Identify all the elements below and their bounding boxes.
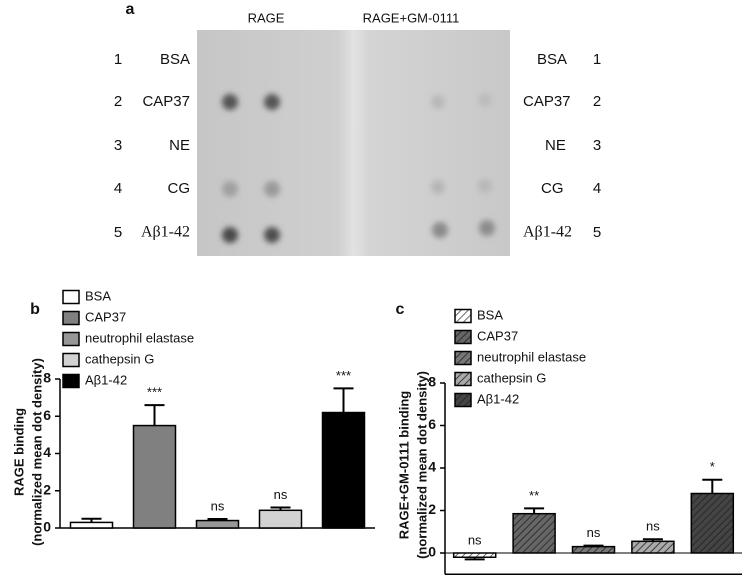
y-tick-label: 0 (43, 519, 51, 535)
y-tick-label: 2 (428, 501, 436, 517)
bar (512, 512, 556, 554)
legend-label: Aβ1-42 (85, 372, 127, 387)
row-number: 1 (114, 51, 122, 68)
column-label: RAGE+GM-0111 (363, 10, 460, 25)
legend-swatch (454, 392, 472, 408)
row-label: NE (545, 137, 566, 154)
row-label: NE (169, 137, 190, 154)
legend-swatch (62, 352, 80, 368)
row-label: BSA (537, 51, 567, 68)
significance-label: ns (646, 519, 660, 534)
legend-label: neutrophil elastase (477, 349, 586, 364)
row-number: 3 (593, 137, 601, 154)
y-tick-label: 4 (43, 444, 51, 460)
significance-label: ns (274, 487, 288, 502)
bar (571, 545, 616, 554)
significance-label: * (710, 459, 715, 474)
legend-swatch (454, 329, 472, 345)
legend-swatch (62, 373, 80, 389)
y-axis-label: RAGE binding (11, 408, 26, 496)
bar (69, 521, 114, 529)
y-tick-label: 6 (428, 416, 436, 432)
legend-swatch (454, 308, 472, 324)
column-label: RAGE (248, 10, 285, 25)
y-axis-label: RAGE+GM-0111 binding (396, 391, 411, 540)
row-label: CAP37 (142, 93, 190, 110)
row-number: 3 (114, 137, 122, 154)
legend-label: Aβ1-42 (477, 391, 519, 406)
y-tick-label: 2 (43, 481, 51, 497)
significance-label: ** (529, 488, 539, 503)
legend-label: cathepsin G (477, 370, 546, 385)
legend-swatch (62, 289, 80, 305)
bar (321, 411, 366, 529)
row-number: 4 (593, 180, 601, 197)
row-label: CAP37 (523, 93, 571, 110)
y-tick-label: 4 (428, 459, 436, 475)
bar (132, 424, 177, 529)
row-label: Aβ1-42 (523, 224, 572, 241)
y-axis-label-note: (normalized mean dot density) (29, 358, 44, 546)
row-number: 2 (593, 93, 601, 110)
legend-label: BSA (477, 307, 503, 322)
legend-swatch (454, 371, 472, 387)
row-label: BSA (160, 51, 190, 68)
row-label: CG (541, 180, 564, 197)
legend-label: BSA (85, 288, 111, 303)
y-tick-label: 6 (43, 407, 51, 423)
bar (258, 509, 303, 529)
panel-label: c (396, 301, 405, 318)
bar (452, 552, 497, 558)
y-axis-label-note: (normalized mean dot density) (414, 371, 429, 559)
legend-swatch (454, 350, 472, 366)
significance-label: ns (211, 498, 225, 513)
row-number: 5 (114, 224, 122, 241)
row-number: 1 (593, 51, 601, 68)
y-tick-label: 8 (428, 374, 436, 390)
legend-label: CAP37 (85, 309, 126, 324)
significance-label: ns (587, 525, 601, 540)
y-tick-label: 8 (43, 370, 51, 386)
significance-label: ns (468, 532, 482, 547)
bar (690, 492, 735, 554)
row-number: 5 (593, 224, 601, 241)
row-number: 4 (114, 180, 122, 197)
significance-label: *** (336, 368, 351, 383)
blot-image (197, 30, 510, 256)
legend-swatch (62, 310, 80, 326)
legend-label: CAP37 (477, 328, 518, 343)
legend-label: neutrophil elastase (85, 330, 194, 345)
significance-label: *** (147, 385, 162, 400)
row-number: 2 (114, 93, 122, 110)
row-label: Aβ1-42 (141, 224, 190, 241)
bar (195, 519, 240, 529)
bar (631, 540, 675, 554)
panel-label: a (126, 1, 135, 18)
row-label: CG (168, 180, 191, 197)
y-tick-label: 0 (428, 544, 436, 560)
panel-label: b (30, 301, 40, 318)
legend-swatch (62, 331, 80, 347)
legend-label: cathepsin G (85, 351, 154, 366)
